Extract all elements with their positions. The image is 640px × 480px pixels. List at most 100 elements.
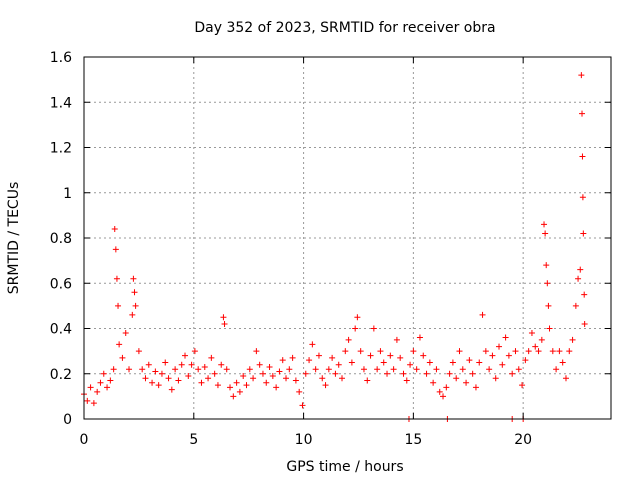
- data-point: [430, 379, 437, 386]
- data-point: [354, 314, 361, 321]
- data-point: [292, 377, 299, 384]
- data-point: [211, 370, 218, 377]
- data-point: [220, 314, 227, 321]
- data-point: [416, 334, 423, 341]
- data-point: [436, 388, 443, 395]
- y-tick-label: 1: [63, 186, 72, 202]
- data-point: [515, 366, 522, 373]
- data-point: [269, 373, 276, 380]
- x-axis-label: GPS time / hours: [286, 459, 403, 475]
- data-point: [208, 354, 215, 361]
- data-point: [149, 379, 156, 386]
- data-point: [345, 336, 352, 343]
- data-point: [364, 377, 371, 384]
- data-point: [131, 289, 138, 296]
- data-point: [413, 366, 420, 373]
- data-point: [152, 368, 159, 375]
- data-point: [263, 379, 270, 386]
- data-point: [579, 153, 586, 160]
- data-point: [472, 384, 479, 391]
- data-point: [397, 354, 404, 361]
- data-point: [377, 348, 384, 355]
- data-point: [335, 361, 342, 368]
- data-point: [175, 377, 182, 384]
- data-point: [97, 379, 104, 386]
- data-point: [119, 354, 126, 361]
- data-point: [581, 291, 588, 298]
- data-point: [289, 354, 296, 361]
- data-point: [420, 352, 427, 359]
- data-point: [182, 352, 189, 359]
- data-point: [195, 366, 202, 373]
- y-tick-label: 0.6: [50, 276, 72, 292]
- data-point: [463, 379, 470, 386]
- data-point: [410, 348, 417, 355]
- data-point: [112, 246, 119, 253]
- x-tick-label: 5: [189, 432, 198, 448]
- data-point: [492, 375, 499, 382]
- data-point: [423, 370, 430, 377]
- data-point: [542, 230, 549, 237]
- data-point: [545, 302, 552, 309]
- data-point: [246, 366, 253, 373]
- data-point: [236, 388, 243, 395]
- data-point: [283, 375, 290, 382]
- data-point: [541, 221, 548, 228]
- data-point: [426, 359, 433, 366]
- data-point: [185, 373, 192, 380]
- data-point: [575, 275, 582, 282]
- data-point: [476, 359, 483, 366]
- data-point: [433, 366, 440, 373]
- data-point: [227, 384, 234, 391]
- data-point: [443, 384, 450, 391]
- data-point: [352, 325, 359, 332]
- data-point: [556, 348, 563, 355]
- data-point: [276, 368, 283, 375]
- plot-frame: [83, 56, 612, 420]
- data-point: [139, 366, 146, 373]
- data-point: [266, 363, 273, 370]
- data-point: [94, 388, 101, 395]
- data-point: [322, 382, 329, 389]
- data-point: [230, 393, 237, 400]
- data-point: [440, 393, 447, 400]
- data-point: [87, 384, 94, 391]
- y-tick-label: 0.2: [50, 367, 72, 383]
- data-point: [544, 280, 551, 287]
- data-point: [155, 382, 162, 389]
- data-point: [130, 275, 137, 282]
- data-point: [581, 320, 588, 327]
- data-point: [145, 361, 152, 368]
- data-point: [115, 302, 122, 309]
- data-point: [339, 375, 346, 382]
- data-point: [165, 375, 172, 382]
- data-point: [446, 370, 453, 377]
- data-point: [512, 348, 519, 355]
- data-point: [113, 275, 120, 282]
- y-tick-label: 0: [63, 412, 72, 428]
- data-point: [158, 370, 165, 377]
- data-point: [482, 348, 489, 355]
- y-tick-label: 0.8: [50, 231, 72, 247]
- data-point: [329, 354, 336, 361]
- data-point: [580, 230, 587, 237]
- data-point: [312, 366, 319, 373]
- data-point: [299, 402, 306, 409]
- data-point: [100, 370, 107, 377]
- data-point: [489, 352, 496, 359]
- data-point: [370, 325, 377, 332]
- data-point: [559, 359, 566, 366]
- data-point: [315, 352, 322, 359]
- data-point: [496, 343, 503, 350]
- data-point: [456, 348, 463, 355]
- data-point: [198, 379, 205, 386]
- data-point: [84, 397, 91, 404]
- data-point: [522, 357, 529, 364]
- data-point: [332, 370, 339, 377]
- data-point: [459, 366, 466, 373]
- data-point: [505, 352, 512, 359]
- data-point: [387, 352, 394, 359]
- data-point: [223, 366, 230, 373]
- data-point: [116, 341, 123, 348]
- data-point: [543, 262, 550, 269]
